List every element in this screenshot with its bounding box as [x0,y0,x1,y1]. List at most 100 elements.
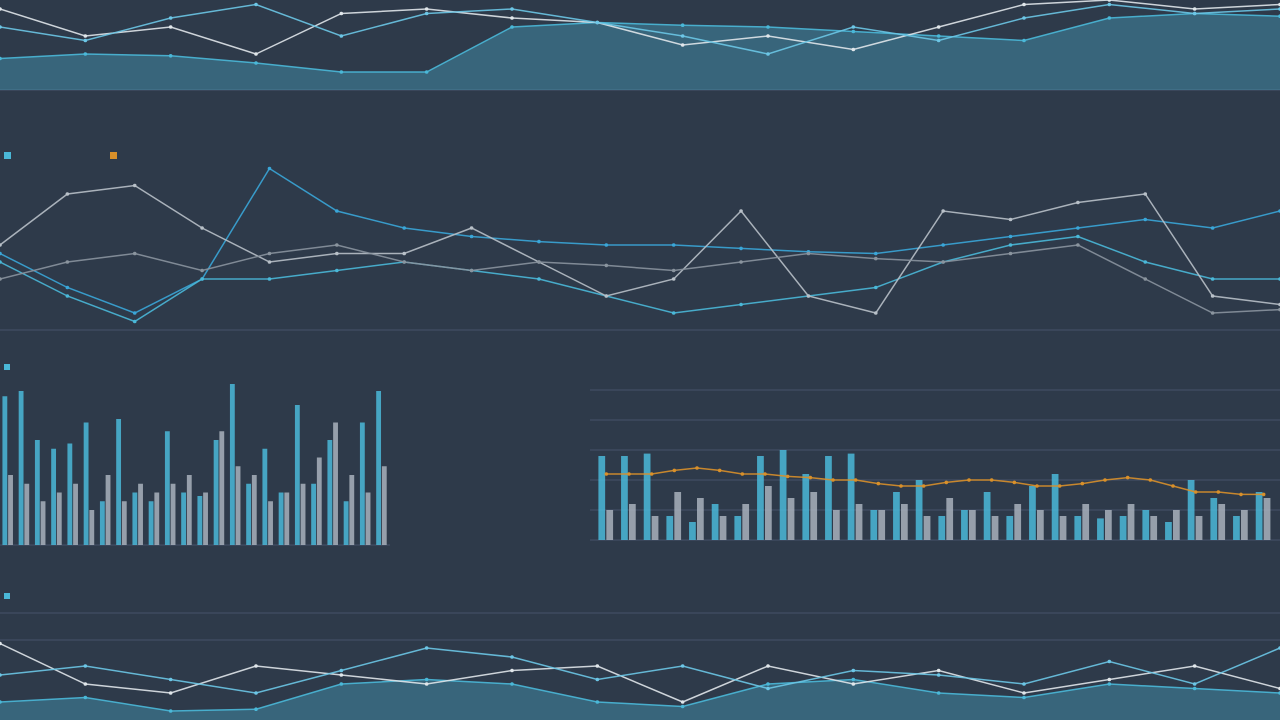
point [1012,480,1017,485]
point [739,260,743,264]
bar [629,504,636,540]
point [254,2,258,7]
point [0,56,2,61]
point [604,294,609,298]
bar [651,516,659,540]
point [200,226,204,230]
bar [1074,516,1082,540]
bar [83,422,89,545]
point [0,260,2,264]
point [680,704,685,709]
point [1107,682,1112,686]
point [254,52,258,56]
bar [219,431,225,545]
bar [1082,504,1090,540]
point [680,664,685,668]
point [469,268,474,273]
bar [121,501,127,545]
point [424,7,429,11]
bar [969,510,976,540]
bar [56,492,62,545]
point [83,34,88,38]
bar [148,501,154,545]
point [1192,7,1197,11]
line [0,3,1280,55]
point [717,468,722,473]
point [989,478,994,482]
point [510,7,514,11]
point [0,7,2,11]
line [606,467,1264,496]
point [1008,217,1013,222]
point [339,668,344,673]
point [0,700,2,704]
point [469,226,474,230]
point [967,478,971,482]
point [168,16,173,20]
point [1193,490,1198,494]
point [806,251,811,256]
point [766,686,770,691]
bar [606,510,614,540]
point [672,468,677,473]
point [1148,478,1153,482]
point [936,25,941,29]
bar [825,456,832,540]
point [785,474,790,479]
bar [855,504,863,540]
point [1076,234,1080,239]
bar [138,483,143,545]
point [402,226,407,230]
bar [132,492,138,545]
bar [343,501,349,545]
point [1239,492,1243,497]
line [0,184,1280,314]
bar [893,492,900,540]
area [0,679,1280,720]
point [0,251,2,256]
point [168,691,173,695]
bar [711,504,719,540]
point [763,472,767,476]
point [335,243,339,247]
bar [164,431,170,545]
point [1022,16,1026,20]
point [851,25,856,29]
bar [946,498,954,540]
point [339,682,344,686]
point [335,268,339,273]
point [1125,475,1130,480]
bar [833,510,840,540]
point [510,682,514,686]
bar [359,422,365,545]
point [876,481,881,486]
point [936,38,941,43]
bar [376,391,382,545]
bar [381,466,387,545]
point [402,260,407,264]
point [1216,490,1221,494]
bar [197,496,203,545]
bar [598,456,606,540]
point [1008,243,1013,247]
point [1107,677,1112,682]
point [1107,16,1112,20]
point [671,277,676,281]
line [0,642,1280,703]
bar [40,501,46,545]
point [936,673,941,677]
point [1107,2,1112,7]
point [851,677,856,682]
point [65,285,70,290]
point [808,475,813,480]
bar [870,510,878,540]
bar [154,492,160,545]
point [168,677,173,682]
point [595,20,600,25]
point [1080,481,1085,486]
point [83,38,88,43]
point [671,268,676,273]
point [424,677,429,682]
bar [1127,504,1135,540]
